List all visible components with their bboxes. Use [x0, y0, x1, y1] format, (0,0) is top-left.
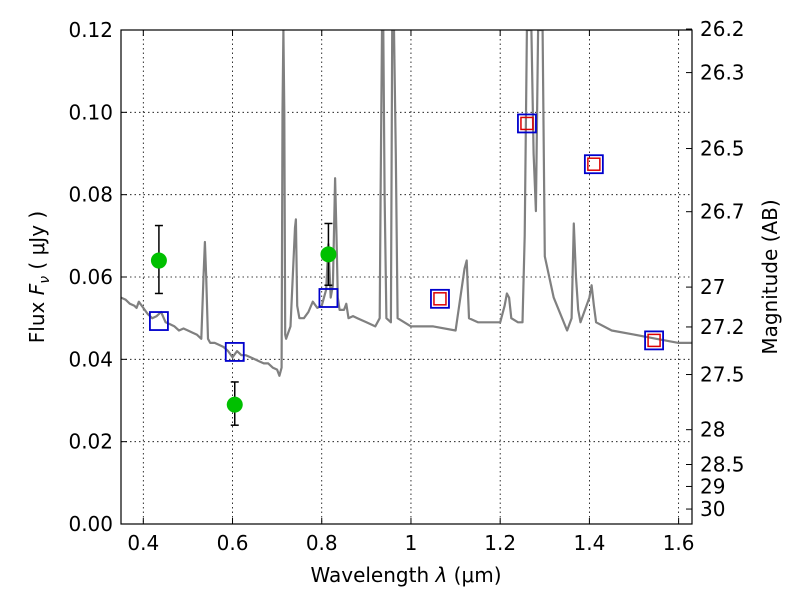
y-tick-label: 0.06 — [68, 265, 113, 289]
y-tick-label: 0.12 — [68, 18, 113, 42]
y2-tick-label: 28 — [700, 418, 725, 442]
x-tick-label: 0.8 — [306, 531, 338, 555]
model-square — [430, 288, 450, 309]
x-tick-label: 1.4 — [573, 531, 605, 555]
y2-tick-label: 27.2 — [700, 315, 745, 339]
y2-axis-label: Magnitude (AB) — [758, 199, 782, 354]
spectrum-layer — [121, 30, 692, 377]
x-axis-label: Wavelength λ (μm) — [310, 563, 501, 587]
observed-point — [320, 246, 337, 263]
model-square — [149, 311, 169, 331]
model-square — [517, 113, 537, 134]
y-tick-label: 0.02 — [68, 430, 113, 454]
observed-point — [150, 252, 167, 269]
photometry-layer — [149, 113, 664, 426]
model-square-inner — [520, 116, 534, 131]
y2-tick-label: 26.2 — [700, 17, 745, 41]
x-tick-label: 0.6 — [217, 531, 249, 555]
model-square-inner — [587, 157, 601, 171]
y-tick-label: 0.10 — [68, 100, 113, 124]
y-tick-label: 0.04 — [68, 347, 113, 371]
spectrum-line — [121, 30, 692, 377]
y2-tick-label: 26.5 — [700, 137, 745, 161]
model-square — [644, 330, 664, 351]
y-axis-label: Flux Fν ( μJy ) — [25, 211, 53, 343]
y2-tick-label: 28.5 — [700, 452, 745, 476]
model-square — [583, 154, 604, 175]
x-tick-label: 1 — [405, 531, 418, 555]
axis-ticks: 0.4 0.6 0.8 1 1.2 1.4 1.6 0.00 0.02 0.04 0.06 0.08 0… — [68, 17, 744, 555]
y-tick-label: 0.00 — [68, 512, 113, 536]
y2-tick-label: 30 — [700, 497, 725, 521]
y2-tick-label: 26.3 — [700, 61, 745, 85]
y2-tick-label: 27.5 — [700, 363, 745, 387]
x-tick-label: 0.4 — [127, 531, 159, 555]
y-tick-label: 0.08 — [68, 183, 113, 207]
x-tick-label: 1.2 — [484, 531, 516, 555]
y2-tick-label: 27 — [700, 275, 725, 299]
y2-tick-label: 29 — [700, 474, 725, 498]
model-square-inner — [647, 333, 661, 348]
model-square — [318, 288, 339, 308]
observed-point — [226, 396, 243, 413]
y2-tick-label: 26.7 — [700, 200, 745, 224]
x-tick-label: 1.6 — [663, 531, 695, 555]
model-square-inner — [433, 292, 447, 306]
model-square — [224, 342, 245, 362]
